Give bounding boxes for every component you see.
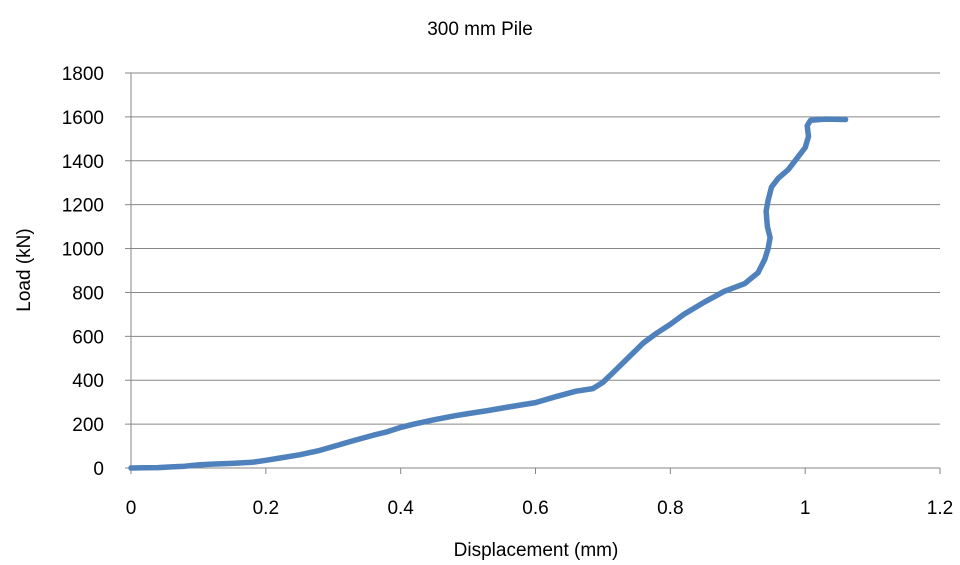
y-tick-label: 800: [72, 283, 104, 304]
x-axis-title: Displacement (mm): [454, 540, 619, 561]
x-tick-label: 1: [800, 498, 811, 519]
tick-labels: 0 200 400 600 800 1000 1200 1400 1600 1800 0 0.2 0.4…: [62, 64, 953, 519]
y-tick-label: 1200: [62, 196, 104, 217]
x-tick-label: 0.4: [387, 498, 414, 519]
y-tick-label: 600: [72, 327, 104, 348]
y-tick-label: 0: [93, 459, 104, 480]
y-tick-label: 400: [72, 371, 104, 392]
y-tick-label: 200: [72, 415, 104, 436]
x-tick-label: 0.6: [522, 498, 548, 519]
y-tick-label: 1000: [62, 240, 104, 261]
y-tick-label: 1600: [62, 108, 104, 129]
axes: [125, 72, 941, 474]
y-tick-label: 1400: [62, 152, 104, 173]
gridlines: [131, 72, 940, 425]
series-layer: [128, 116, 849, 471]
series-line: [128, 116, 849, 471]
y-tick-label: 1800: [62, 64, 104, 85]
x-tick-label: 0.2: [253, 498, 279, 519]
chart-title: 300 mm Pile: [427, 19, 533, 40]
y-axis-title: Load (kN): [14, 228, 35, 311]
x-tick-label: 0.8: [657, 498, 683, 519]
x-tick-label: 1.2: [927, 498, 953, 519]
x-tick-label: 0: [126, 498, 137, 519]
